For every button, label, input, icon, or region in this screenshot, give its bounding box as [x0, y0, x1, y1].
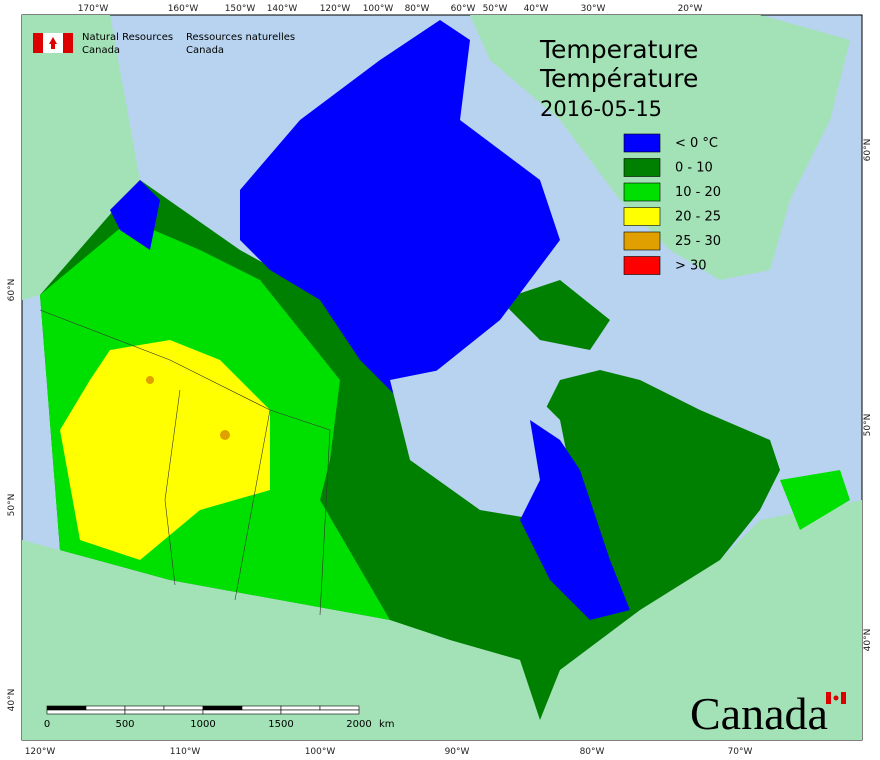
hudson-bay — [390, 370, 570, 520]
longitude-label: 170°W — [78, 4, 109, 14]
scale-segment — [319, 705, 360, 711]
maple-leaf — [833, 695, 839, 701]
longitude-label: 140°W — [267, 4, 298, 14]
longitude-label: 50°W — [483, 4, 508, 14]
longitude-label: 40°W — [524, 4, 549, 14]
scale-segment — [280, 709, 360, 715]
border — [319, 429, 331, 616]
scale-label: 0 — [44, 719, 50, 730]
scale-segment — [46, 709, 126, 715]
longitude-label: 70°W — [728, 747, 753, 757]
longitude-label: 80°W — [405, 4, 430, 14]
longitude-label: 60°W — [451, 4, 476, 14]
latitude-label: 50°N — [7, 494, 17, 517]
labrador-north — [500, 280, 610, 350]
longitude-label: 20°W — [678, 4, 703, 14]
title: Température — [539, 64, 698, 93]
latitude-label: 50°N — [863, 414, 873, 437]
scale-bar: 0 500 1000 1500 2000 km — [44, 705, 395, 730]
legend-label: > 30 — [675, 259, 707, 274]
prairie-hot — [60, 340, 270, 560]
scale-unit: km — [379, 719, 395, 730]
scale-segment — [163, 705, 204, 711]
scale-segment — [280, 705, 321, 711]
longitude-label: 110°W — [170, 747, 201, 757]
maple-leaf — [49, 37, 57, 49]
scale-label: 1500 — [268, 719, 293, 730]
longitude-label: 160°W — [168, 4, 199, 14]
legend-swatch — [623, 231, 661, 251]
scale-segment — [202, 705, 243, 711]
longitude-label: 150°W — [225, 4, 256, 14]
agency-fr: Ressources naturelles — [186, 32, 295, 43]
longitude-label: 120°W — [25, 747, 56, 757]
flag-bar — [826, 692, 831, 704]
latitude-label: 40°N — [7, 689, 17, 712]
scale-segment — [202, 709, 282, 715]
legend: < 0 °C 0 - 10 10 - 20 20 - 25 25 - 30 > 30 — [623, 133, 721, 275]
flag-bar — [841, 692, 846, 704]
yukon-cold — [110, 180, 160, 250]
latitude-label: 60°N — [863, 139, 873, 162]
arctic-cold — [240, 20, 560, 400]
longitude-label: 100°W — [363, 4, 394, 14]
agency-en: Canada — [82, 45, 120, 56]
scale-segment — [46, 705, 87, 711]
border — [164, 389, 181, 586]
longitude-label: 100°W — [305, 747, 336, 757]
longitude-label: 90°W — [445, 747, 470, 757]
flag-bar — [33, 33, 43, 53]
latitude-label: 60°N — [7, 279, 17, 302]
alaska — [22, 15, 140, 300]
quebec-cold — [520, 420, 630, 620]
scale-segment — [241, 705, 282, 711]
title: Temperature — [539, 35, 698, 64]
legend-label: 20 - 25 — [675, 210, 721, 225]
scale-segment — [124, 705, 165, 711]
agency-logo: Natural Resources Canada Ressources natu… — [33, 32, 295, 56]
scale-segment — [124, 709, 204, 715]
legend-swatch — [623, 207, 661, 226]
usa — [22, 500, 862, 740]
legend-label: 25 - 30 — [675, 234, 721, 249]
scale-segment — [85, 705, 126, 711]
legend-label: 0 - 10 — [675, 161, 713, 176]
agency-fr: Canada — [186, 45, 224, 56]
legend-label: 10 - 20 — [675, 185, 721, 200]
border — [234, 409, 271, 601]
border — [39, 309, 331, 431]
hot-spot — [220, 430, 230, 440]
agency-en: Natural Resources — [82, 32, 173, 43]
flag-bar — [63, 33, 73, 53]
longitude-label: 120°W — [320, 4, 351, 14]
date: 2016-05-15 — [540, 97, 662, 121]
legend-swatch — [623, 182, 661, 202]
hot-spot — [146, 376, 154, 384]
scale-label: 500 — [115, 719, 134, 730]
wordmark: Canada — [690, 688, 846, 739]
legend-swatch — [623, 158, 661, 177]
legend-label: < 0 °C — [675, 136, 718, 151]
legend-swatch — [623, 256, 661, 275]
longitude-label: 80°W — [580, 747, 605, 757]
legend-swatch — [623, 133, 661, 153]
latitude-label: 40°N — [863, 629, 873, 652]
graticule-labels: 170°W 160°W 150°W 140°W 120°W 100°W 80°W 60°W 50… — [7, 4, 873, 757]
newfoundland — [780, 470, 850, 530]
land — [22, 15, 862, 740]
longitude-label: 30°W — [581, 4, 606, 14]
scale-label: 2000 — [346, 719, 371, 730]
canada-wordmark: Canada — [690, 688, 828, 739]
scale-label: 1000 — [190, 719, 215, 730]
